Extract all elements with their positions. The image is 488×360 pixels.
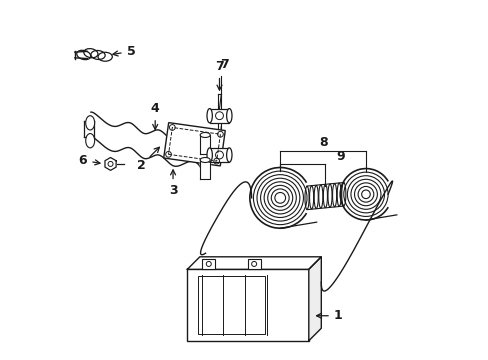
Polygon shape xyxy=(200,135,210,154)
Text: 4: 4 xyxy=(150,102,159,129)
Polygon shape xyxy=(200,160,210,179)
Bar xyxy=(198,276,264,334)
Ellipse shape xyxy=(226,148,231,162)
Text: 7: 7 xyxy=(220,58,229,71)
Ellipse shape xyxy=(85,134,95,148)
Text: 6: 6 xyxy=(79,154,100,167)
Ellipse shape xyxy=(200,132,210,138)
Ellipse shape xyxy=(226,109,231,123)
Bar xyxy=(247,258,260,269)
Ellipse shape xyxy=(206,109,212,123)
FancyBboxPatch shape xyxy=(163,123,225,166)
Polygon shape xyxy=(308,257,321,341)
Bar xyxy=(209,109,229,123)
Bar xyxy=(202,258,215,269)
Polygon shape xyxy=(187,257,321,269)
Text: 8: 8 xyxy=(318,136,327,149)
Text: 3: 3 xyxy=(168,170,177,197)
Ellipse shape xyxy=(85,116,95,130)
Ellipse shape xyxy=(206,148,212,162)
Text: 1: 1 xyxy=(316,309,342,322)
Ellipse shape xyxy=(200,157,210,162)
Text: 9: 9 xyxy=(335,150,344,163)
Bar xyxy=(209,148,229,162)
Text: 7: 7 xyxy=(215,60,224,90)
Bar xyxy=(187,269,308,341)
Text: 5: 5 xyxy=(113,45,135,58)
Polygon shape xyxy=(105,157,116,170)
Text: 2: 2 xyxy=(136,147,159,172)
